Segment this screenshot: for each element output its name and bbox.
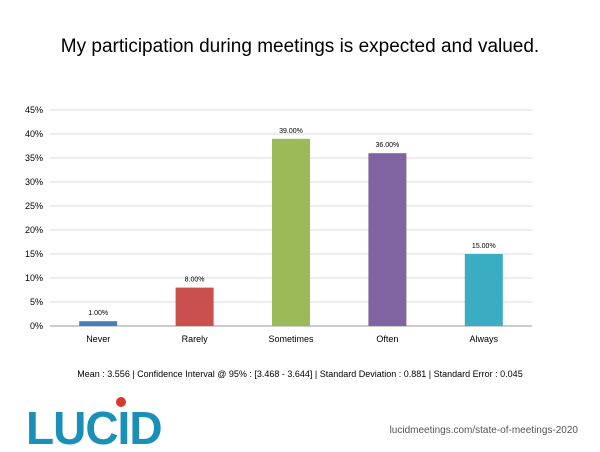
x-tick-label: Rarely xyxy=(182,334,209,344)
y-tick-label: 30% xyxy=(25,177,43,187)
value-label: 8.00% xyxy=(185,277,205,284)
y-tick-label: 5% xyxy=(30,297,43,307)
statistics-summary: Mean : 3.556 | Confidence Interval @ 95%… xyxy=(77,369,523,379)
bar-chart: 0% 5% 10% 15% 20% 25% 30% 35% 40% 45% 1.00% 8.00% 3… xyxy=(25,105,532,344)
source-url: lucidmeetings.com/state-of-meetings-2020 xyxy=(389,425,578,436)
bars xyxy=(79,138,503,326)
y-tick-label: 0% xyxy=(30,321,43,331)
y-tick-label: 10% xyxy=(25,273,43,283)
chart-title: My participation during meetings is expe… xyxy=(60,36,540,57)
bar-rarely xyxy=(175,287,214,326)
value-label: 1.00% xyxy=(88,310,108,317)
x-axis-ticks: Never Rarely Sometimes Often Always xyxy=(86,334,498,344)
x-tick-label: Always xyxy=(470,334,499,344)
y-tick-label: 40% xyxy=(25,129,43,139)
lucid-logo: LUCID xyxy=(26,397,163,452)
y-tick-label: 35% xyxy=(25,153,43,163)
x-tick-label: Never xyxy=(86,334,110,344)
x-tick-label: Sometimes xyxy=(268,334,314,344)
bar-never xyxy=(79,321,118,326)
y-tick-label: 20% xyxy=(25,225,43,235)
value-label: 36.00% xyxy=(376,142,400,149)
svg-text:LUCID: LUCID xyxy=(26,402,162,452)
bar-sometimes xyxy=(272,138,310,326)
y-tick-label: 25% xyxy=(25,201,43,211)
y-axis-ticks: 0% 5% 10% 15% 20% 25% 30% 35% 40% 45% xyxy=(25,105,43,331)
value-label: 39.00% xyxy=(279,128,303,135)
value-labels: 1.00% 8.00% 39.00% 36.00% 15.00% xyxy=(88,128,495,317)
x-tick-label: Often xyxy=(376,334,398,344)
y-tick-label: 45% xyxy=(25,105,43,115)
bar-often xyxy=(368,153,407,326)
bar-always xyxy=(464,254,503,326)
y-tick-label: 15% xyxy=(25,249,43,259)
value-label: 15.00% xyxy=(472,243,496,250)
